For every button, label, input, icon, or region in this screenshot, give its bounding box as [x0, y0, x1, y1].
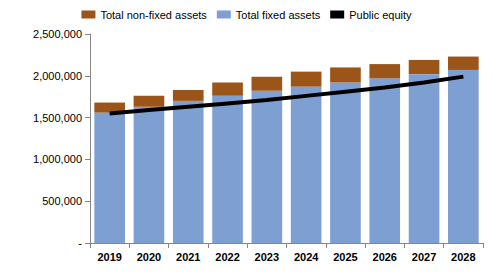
svg-text:500,000: 500,000: [42, 195, 82, 207]
svg-text:2027: 2027: [412, 251, 436, 263]
svg-text:2,500,000: 2,500,000: [33, 28, 82, 40]
svg-text:2024: 2024: [294, 251, 319, 263]
svg-text:Total non-fixed assets: Total non-fixed assets: [100, 9, 207, 21]
svg-text:1,500,000: 1,500,000: [33, 112, 82, 124]
svg-text:1,000,000: 1,000,000: [33, 153, 82, 165]
svg-text:-: -: [78, 237, 82, 249]
svg-text:Public equity: Public equity: [349, 9, 412, 21]
svg-text:2,000,000: 2,000,000: [33, 70, 82, 82]
svg-text:2019: 2019: [97, 251, 121, 263]
svg-text:2025: 2025: [333, 251, 357, 263]
svg-text:2022: 2022: [215, 251, 239, 263]
svg-text:2020: 2020: [137, 251, 161, 263]
svg-text:2023: 2023: [255, 251, 279, 263]
svg-text:2021: 2021: [176, 251, 200, 263]
svg-text:2028: 2028: [451, 251, 475, 263]
svg-text:2026: 2026: [373, 251, 397, 263]
svg-text:Total fixed assets: Total fixed assets: [236, 9, 321, 21]
